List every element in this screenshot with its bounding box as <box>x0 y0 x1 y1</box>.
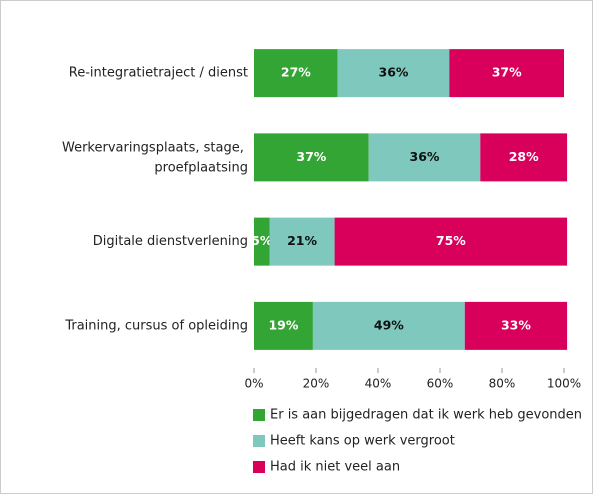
bar-segment <box>449 49 564 98</box>
bar-segment <box>254 49 338 98</box>
value-label: 49% <box>374 317 404 332</box>
value-label: 21% <box>287 233 317 248</box>
legend-swatch <box>253 461 265 473</box>
bar-segment <box>334 217 568 266</box>
x-tick-label: 20% <box>303 377 330 391</box>
category-label: Training, cursus of opleiding <box>64 318 248 333</box>
bar-segment <box>337 49 450 98</box>
category-label: Werkervaringsplaats, stage, proefplaatsi… <box>62 140 248 175</box>
x-tick-label: 40% <box>365 377 392 391</box>
value-label: 33% <box>501 317 531 332</box>
bar-segment <box>269 217 335 266</box>
bar-segment <box>368 133 481 182</box>
legend-label: Heeft kans op werk vergroot <box>270 434 455 449</box>
value-label: 28% <box>509 149 539 164</box>
value-label: 27% <box>281 65 311 80</box>
legend-label: Had ik niet veel aan <box>270 460 400 475</box>
legend-swatch <box>253 409 265 421</box>
bar-segment <box>254 217 270 266</box>
category-label: Digitale dienstverlening <box>93 234 248 249</box>
bar-segment <box>254 301 313 350</box>
category-label: Re-integratietraject / dienst <box>69 66 248 81</box>
x-tick-label: 100% <box>547 377 581 391</box>
value-label: 37% <box>296 149 326 164</box>
value-label: 19% <box>268 317 298 332</box>
bar-segment <box>254 133 369 182</box>
legend-label: Er is aan bijgedragen dat ik werk heb ge… <box>270 408 582 423</box>
x-tick-label: 0% <box>244 377 263 391</box>
value-label: 5% <box>251 233 273 248</box>
value-label: 36% <box>410 149 440 164</box>
value-label: 75% <box>436 233 466 248</box>
value-label: 36% <box>379 65 409 80</box>
bar-segment <box>464 301 568 350</box>
x-tick-label: 60% <box>427 377 454 391</box>
legend-swatch <box>253 435 265 447</box>
value-label: 37% <box>492 65 522 80</box>
x-tick-label: 80% <box>489 377 516 391</box>
bar-segment <box>480 133 568 182</box>
bar-segment <box>312 301 465 350</box>
